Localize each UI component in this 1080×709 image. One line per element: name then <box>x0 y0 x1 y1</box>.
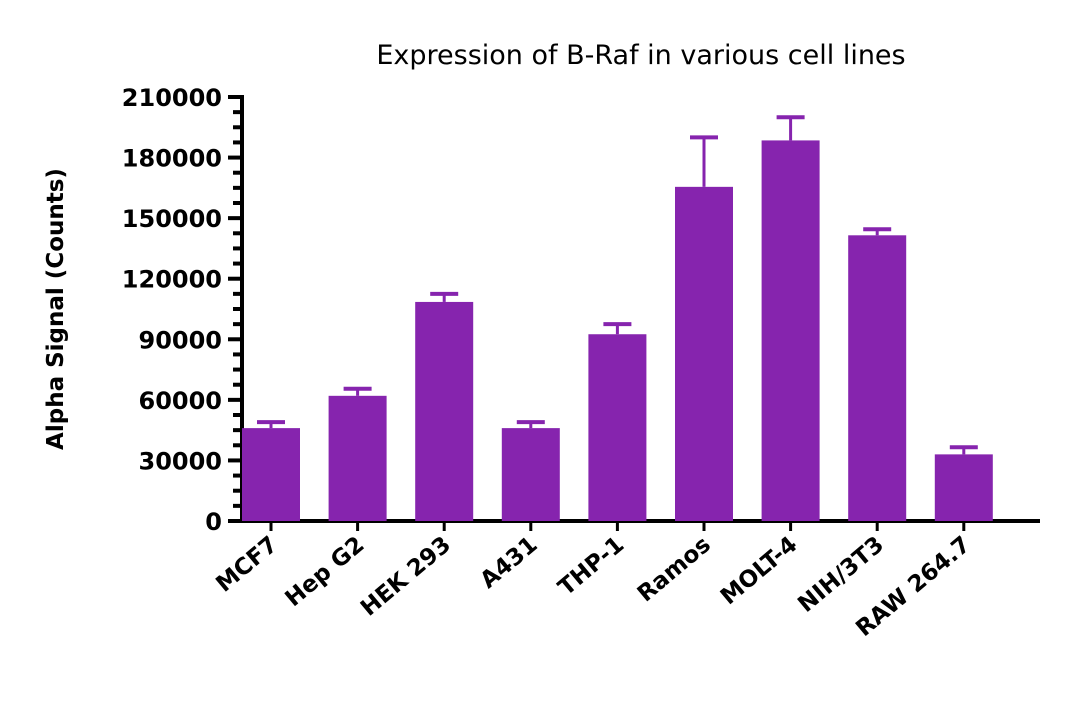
x-tick-label: MCF7 <box>211 532 282 598</box>
y-tick-label: 180000 <box>122 145 222 173</box>
y-tick-label: 120000 <box>122 266 222 294</box>
x-tick-label: MOLT-4 <box>716 532 803 611</box>
x-tick-label: Hep G2 <box>281 532 370 612</box>
y-tick-label: 30000 <box>139 447 223 475</box>
bar-mcf7 <box>242 428 300 521</box>
bar-molt-4 <box>761 140 820 521</box>
chart-title: Expression of B-Raf in various cell line… <box>376 40 905 71</box>
x-tick-label: THP-1 <box>554 532 630 601</box>
x-tick-label: HEK 293 <box>356 532 456 622</box>
x-tick-label: A431 <box>476 532 543 594</box>
y-tick-label: 150000 <box>122 205 222 233</box>
bar-raw-264-7 <box>934 454 993 521</box>
bar-hek-293 <box>415 301 474 521</box>
y-tick-label: 90000 <box>139 326 223 354</box>
y-tick-label: 60000 <box>139 387 223 415</box>
y-axis-label: Alpha Signal (Counts) <box>43 168 69 450</box>
bar-nih-3t3 <box>848 235 907 522</box>
bar-a431 <box>501 428 560 521</box>
y-tick-label: 210000 <box>122 84 222 112</box>
bar-thp-1 <box>588 334 647 521</box>
y-tick-label: 0 <box>205 508 222 536</box>
x-tick-label: Ramos <box>633 532 716 608</box>
bar-ramos <box>675 186 733 521</box>
bar-hep-g2 <box>328 395 387 521</box>
